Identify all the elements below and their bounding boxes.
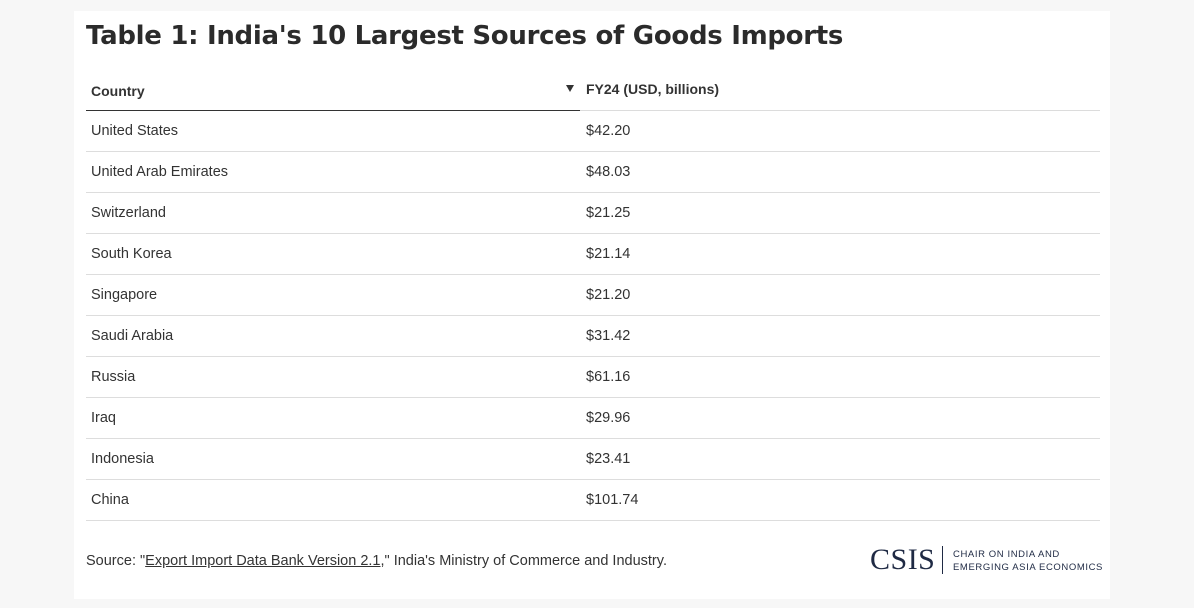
table-row: Saudi Arabia $31.42 <box>86 316 1100 357</box>
country-cell: Saudi Arabia <box>91 328 174 344</box>
country-cell: South Korea <box>91 246 172 262</box>
value-cell: $21.14 <box>586 246 631 262</box>
logo-line-1: CHAIR ON INDIA AND <box>953 549 1060 560</box>
table-header: Country FY24 (USD, billions) <box>86 71 1100 111</box>
value-cell: $31.42 <box>586 328 631 344</box>
value-cell: $23.41 <box>586 451 631 467</box>
csis-logo: CSIS CHAIR ON INDIA AND EMERGING ASIA EC… <box>870 543 1103 576</box>
value-column-header[interactable]: FY24 (USD, billions) <box>566 71 1100 111</box>
value-cell: $42.20 <box>586 123 631 139</box>
table-title: Table 1: India's 10 Largest Sources of G… <box>86 21 844 51</box>
value-cell: $48.03 <box>586 164 631 180</box>
table-row: Indonesia $23.41 <box>86 439 1100 480</box>
logo-subtitle: CHAIR ON INDIA AND EMERGING ASIA ECONOMI… <box>953 548 1103 574</box>
country-cell: United Arab Emirates <box>91 164 229 180</box>
country-cell: Iraq <box>91 410 116 426</box>
source-note: Source: "Export Import Data Bank Version… <box>86 553 667 569</box>
table-row: Switzerland $21.25 <box>86 193 1100 234</box>
table-body: United States $42.20 United Arab Emirates $… <box>86 111 1100 521</box>
value-cell: $21.25 <box>586 205 631 221</box>
source-prefix: Source: " <box>86 553 146 569</box>
country-column-header[interactable]: Country <box>86 71 580 111</box>
table-card: Table 1: India's 10 Largest Sources of G… <box>74 11 1110 599</box>
country-cell: Switzerland <box>91 205 166 221</box>
value-cell: $21.20 <box>586 287 631 303</box>
country-cell: Russia <box>91 369 136 385</box>
table-row: Singapore $21.20 <box>86 275 1100 316</box>
logo-line-2: EMERGING ASIA ECONOMICS <box>953 562 1103 573</box>
country-cell: China <box>91 492 129 508</box>
table-row: South Korea $21.14 <box>86 234 1100 275</box>
value-cell: $29.96 <box>586 410 631 426</box>
source-suffix: ," India's Ministry of Commerce and Indu… <box>380 553 667 569</box>
table-row: United Arab Emirates $48.03 <box>86 152 1100 193</box>
imports-table: Country FY24 (USD, billions) United Stat… <box>86 71 1100 521</box>
table-row: United States $42.20 <box>86 111 1100 152</box>
value-cell: $101.74 <box>586 492 639 508</box>
country-cell: Singapore <box>91 287 158 303</box>
value-header-label: FY24 (USD, billions) <box>586 81 720 97</box>
table-row: Iraq $29.96 <box>86 398 1100 439</box>
country-cell: Indonesia <box>91 451 154 467</box>
table-row: Russia $61.16 <box>86 357 1100 398</box>
country-header-label: Country <box>91 83 145 99</box>
table-row: China $101.74 <box>86 480 1100 521</box>
logo-mark: CSIS <box>870 543 936 576</box>
country-cell: United States <box>91 123 179 139</box>
sort-descending-icon[interactable] <box>566 85 574 92</box>
source-link[interactable]: Export Import Data Bank Version 2.1 <box>145 553 381 569</box>
value-cell: $61.16 <box>586 369 631 385</box>
logo-divider <box>942 546 943 574</box>
